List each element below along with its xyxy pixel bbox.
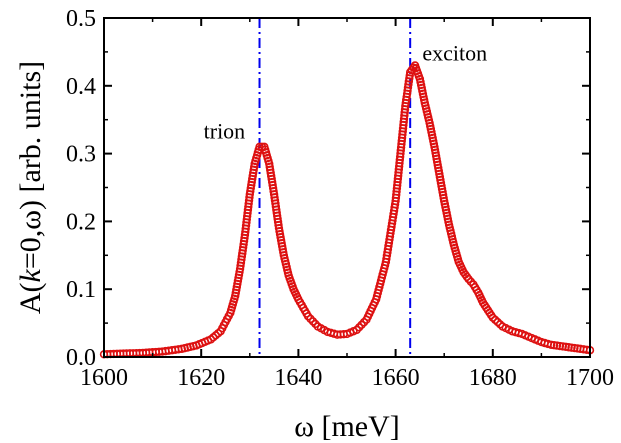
x-tick-label: 1600 xyxy=(80,365,128,391)
y-tick-label: 0.3 xyxy=(66,142,96,168)
y-axis-title-part: =0,ω) [arb. units] xyxy=(14,61,47,269)
spectrum-series xyxy=(99,61,595,359)
y-tick-label: 0.4 xyxy=(66,74,96,100)
y-tick-label: 0.2 xyxy=(66,209,96,235)
peak-annotations: trion exciton xyxy=(204,41,487,144)
y-axis-title: A(k=0,ω) [arb. units] xyxy=(14,61,47,314)
vertical-markers xyxy=(258,18,412,357)
annotation-trion: trion xyxy=(204,119,246,144)
plot-frame xyxy=(103,17,591,358)
x-tick-label: 1640 xyxy=(274,365,322,391)
axes-frame xyxy=(103,17,591,358)
y-axis-title-k: k xyxy=(14,268,47,282)
x-tick-label: 1680 xyxy=(469,365,517,391)
x-tick-label: 1620 xyxy=(177,365,225,391)
y-tick-label: 0.0 xyxy=(66,345,96,371)
x-axis-title: ω [meV] xyxy=(294,410,400,443)
y-tick-label: 0.1 xyxy=(66,277,96,303)
y-axis-title-part: A( xyxy=(14,282,47,314)
axis-ticks: 1600 1620 1640 1660 1680 1700 0.0 0.1 0.2 0.3 0.4 0… xyxy=(66,6,614,391)
y-axis-title-text: A(k=0,ω) [arb. units] xyxy=(14,61,47,314)
x-tick-label: 1700 xyxy=(566,365,614,391)
y-tick-label: 0.5 xyxy=(66,6,96,32)
x-tick-label: 1660 xyxy=(372,365,420,391)
annotation-exciton: exciton xyxy=(422,41,487,66)
